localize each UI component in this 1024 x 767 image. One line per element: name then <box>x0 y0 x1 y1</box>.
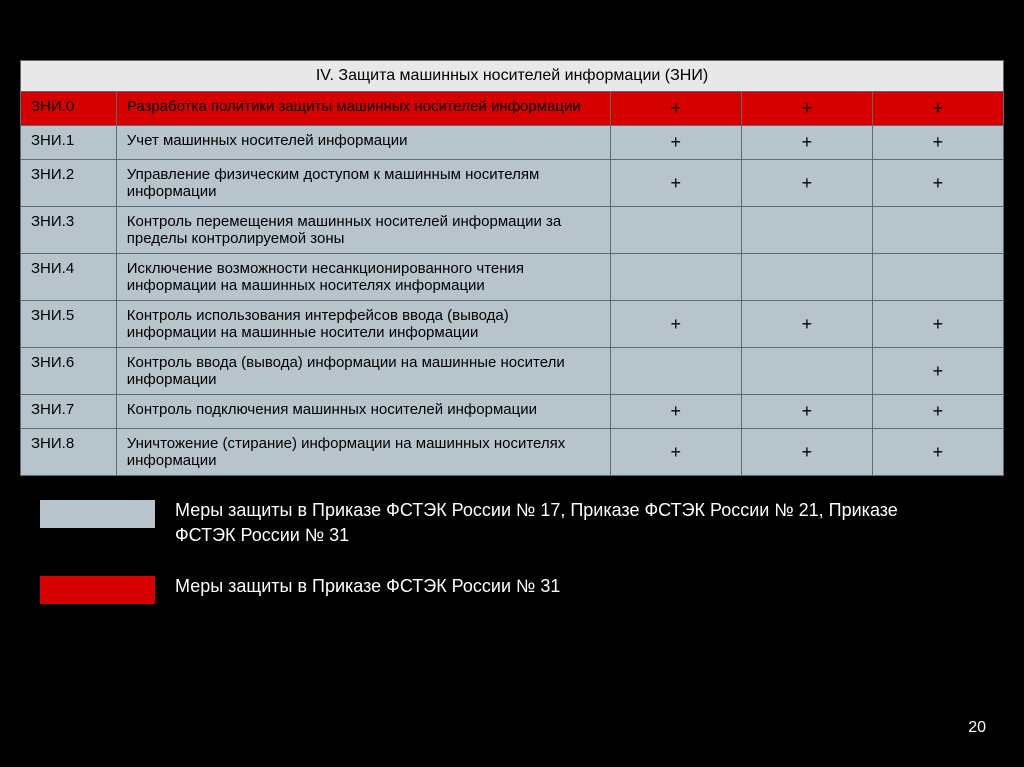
row-check <box>872 254 1003 301</box>
row-check: + <box>872 429 1003 476</box>
table-row: ЗНИ.1Учет машинных носителей информации+… <box>21 126 1004 160</box>
legend-text-red: Меры защиты в Приказе ФСТЭК России № 31 <box>175 574 560 599</box>
table-row: ЗНИ.4Исключение возможности несанкционир… <box>21 254 1004 301</box>
row-check: + <box>872 301 1003 348</box>
row-check: + <box>872 126 1003 160</box>
row-check: + <box>741 429 872 476</box>
row-check <box>610 348 741 395</box>
table-title: IV. Защита машинных носителей информации… <box>21 61 1004 92</box>
row-check: + <box>741 92 872 126</box>
legend-item-red: Меры защиты в Приказе ФСТЭК России № 31 <box>40 574 1004 604</box>
row-check <box>741 207 872 254</box>
row-check <box>610 207 741 254</box>
page-number: 20 <box>968 719 986 737</box>
legend-swatch-red <box>40 576 155 604</box>
row-code: ЗНИ.1 <box>21 126 117 160</box>
row-check <box>741 254 872 301</box>
legend-swatch-blue <box>40 500 155 528</box>
table-row: ЗНИ.3Контроль перемещения машинных носит… <box>21 207 1004 254</box>
row-code: ЗНИ.0 <box>21 92 117 126</box>
legend: Меры защиты в Приказе ФСТЭК России № 17,… <box>20 498 1004 604</box>
table-row: ЗНИ.6Контроль ввода (вывода) информации … <box>21 348 1004 395</box>
row-check: + <box>610 395 741 429</box>
row-code: ЗНИ.8 <box>21 429 117 476</box>
row-description: Контроль подключения машинных носителей … <box>116 395 610 429</box>
row-description: Исключение возможности несанкционированн… <box>116 254 610 301</box>
table-row: ЗНИ.7Контроль подключения машинных носит… <box>21 395 1004 429</box>
row-code: ЗНИ.7 <box>21 395 117 429</box>
row-description: Контроль использования интерфейсов ввода… <box>116 301 610 348</box>
row-code: ЗНИ.2 <box>21 160 117 207</box>
row-description: Учет машинных носителей информации <box>116 126 610 160</box>
row-check: + <box>610 126 741 160</box>
row-check: + <box>872 160 1003 207</box>
legend-item-blue: Меры защиты в Приказе ФСТЭК России № 17,… <box>40 498 1004 548</box>
row-check: + <box>741 301 872 348</box>
table-header-row: IV. Защита машинных носителей информации… <box>21 61 1004 92</box>
row-check: + <box>610 160 741 207</box>
legend-text-blue: Меры защиты в Приказе ФСТЭК России № 17,… <box>175 498 935 548</box>
row-description: Уничтожение (стирание) информации на маш… <box>116 429 610 476</box>
row-check: + <box>872 395 1003 429</box>
table-row: ЗНИ.8Уничтожение (стирание) информации н… <box>21 429 1004 476</box>
row-code: ЗНИ.3 <box>21 207 117 254</box>
row-description: Разработка политики защиты машинных носи… <box>116 92 610 126</box>
row-check <box>872 207 1003 254</box>
row-description: Управление физическим доступом к машинны… <box>116 160 610 207</box>
row-description: Контроль перемещения машинных носителей … <box>116 207 610 254</box>
table-row: ЗНИ.2Управление физическим доступом к ма… <box>21 160 1004 207</box>
zni-table: IV. Защита машинных носителей информации… <box>20 60 1004 476</box>
row-check <box>610 254 741 301</box>
row-check: + <box>741 126 872 160</box>
row-code: ЗНИ.6 <box>21 348 117 395</box>
row-check: + <box>610 92 741 126</box>
row-check: + <box>741 160 872 207</box>
row-description: Контроль ввода (вывода) информации на ма… <box>116 348 610 395</box>
row-check: + <box>872 348 1003 395</box>
row-check <box>741 348 872 395</box>
row-code: ЗНИ.4 <box>21 254 117 301</box>
row-check: + <box>610 301 741 348</box>
row-check: + <box>741 395 872 429</box>
row-check: + <box>872 92 1003 126</box>
table-row: ЗНИ.0Разработка политики защиты машинных… <box>21 92 1004 126</box>
row-code: ЗНИ.5 <box>21 301 117 348</box>
table-row: ЗНИ.5Контроль использования интерфейсов … <box>21 301 1004 348</box>
row-check: + <box>610 429 741 476</box>
